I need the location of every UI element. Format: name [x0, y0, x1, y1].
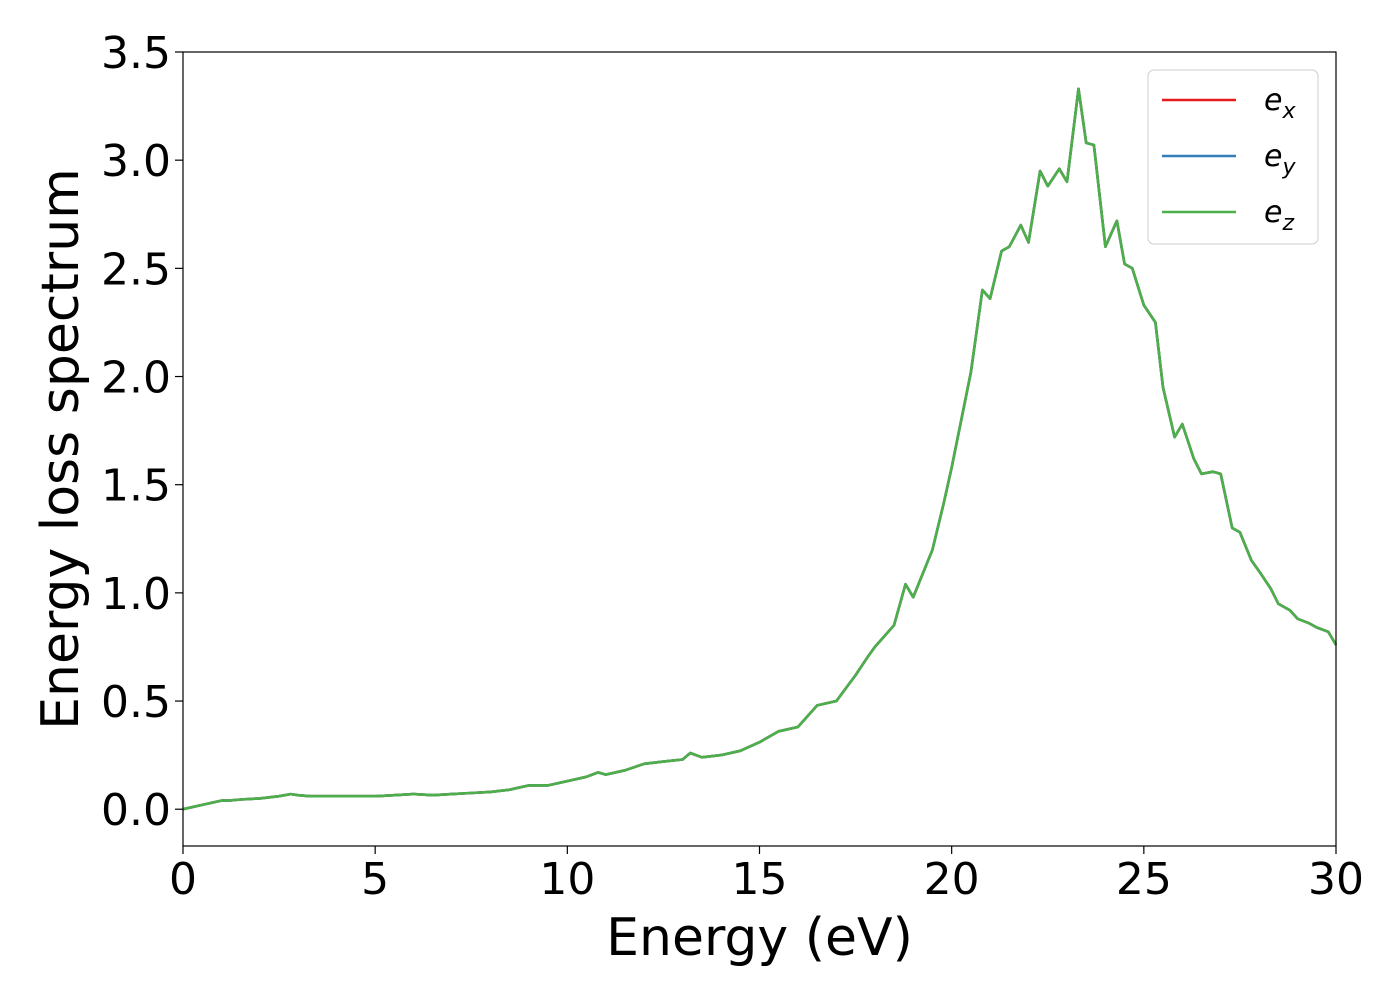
legend: ex ey ez [1147, 69, 1319, 245]
series-lines [182, 87, 1338, 811]
series-line-e-z [182, 87, 1338, 811]
legend-label: ez [1264, 195, 1294, 236]
legend-label: ex [1264, 83, 1296, 124]
x-tick-label: 30 [1308, 854, 1364, 905]
x-tick-label: 20 [924, 854, 980, 905]
x-tick-label: 5 [361, 854, 389, 905]
y-tick-label: 3.0 [101, 136, 171, 187]
x-tick-label: 10 [539, 854, 595, 905]
y-tick-label: 1.5 [101, 461, 171, 512]
y-tick-label: 2.0 [101, 353, 171, 404]
x-tick-label: 0 [169, 854, 197, 905]
y-tick-label: 3.5 [101, 28, 171, 79]
y-tick-label: 1.0 [101, 569, 171, 620]
y-tick-label: 0.0 [101, 785, 171, 836]
y-tick-label: 0.5 [101, 677, 171, 728]
x-tick-label: 15 [732, 854, 788, 905]
x-tick-label: 25 [1116, 854, 1172, 905]
x-axis-title: Energy (eV) [606, 908, 913, 968]
y-tick-label: 2.5 [101, 244, 171, 295]
plot-frame [182, 51, 1337, 847]
legend-label: ey [1264, 139, 1296, 180]
y-axis-title: Energy loss spectrum [31, 168, 91, 730]
ticks-layer: 0 5 10 15 20 25 30 0.0 0.5 1.0 1.5 2.0 2.5 3.0 3.5 [101, 28, 1364, 905]
